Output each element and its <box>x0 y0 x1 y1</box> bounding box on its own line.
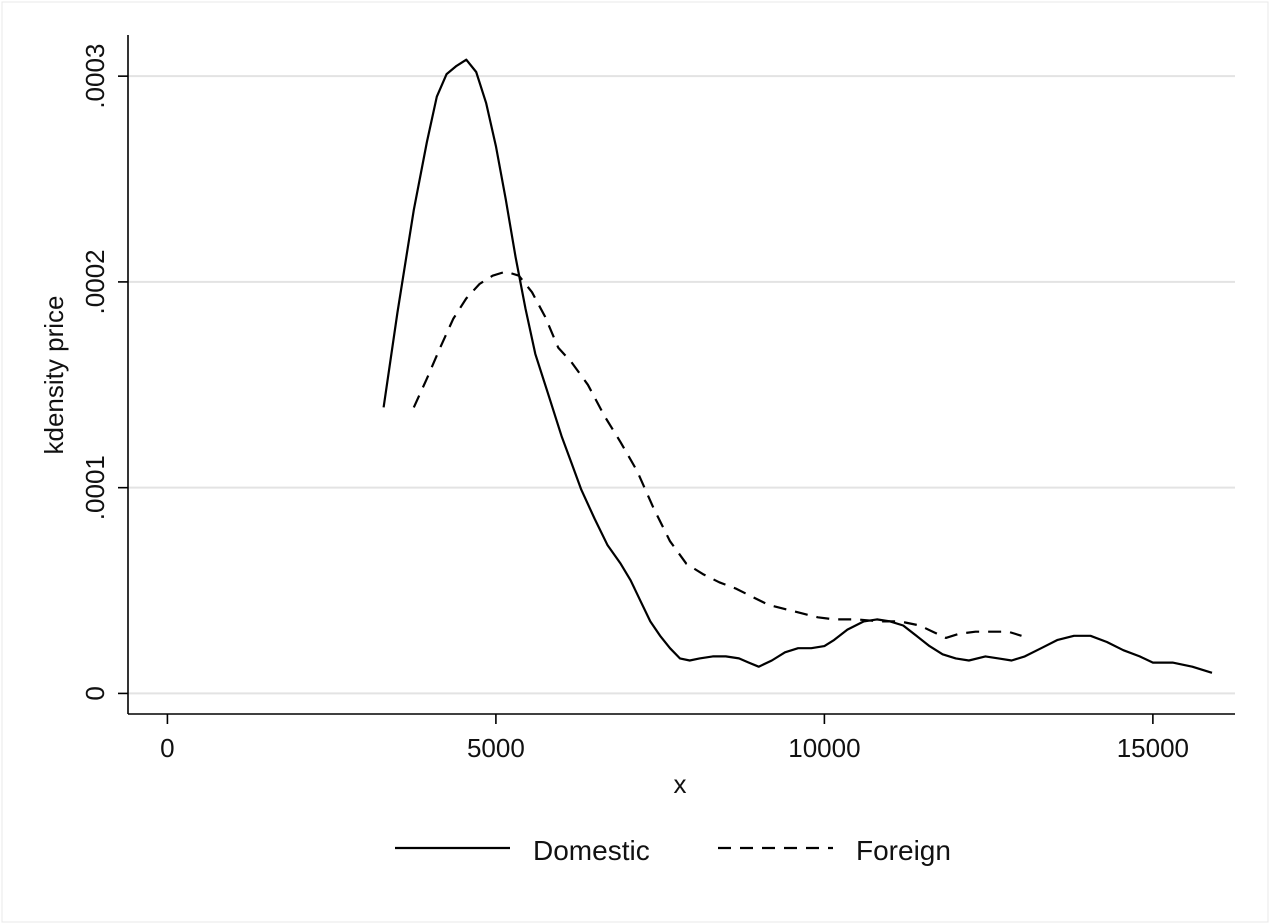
x-axis-ticks: 0 5000 10000 15000 <box>160 714 1189 763</box>
y-tick-label: 0 <box>80 686 110 700</box>
y-tick-label: .0001 <box>80 455 110 520</box>
x-tick-label: 15000 <box>1117 733 1189 763</box>
series-line-foreign <box>412 270 1022 639</box>
x-tick-label: 10000 <box>788 733 860 763</box>
axes <box>127 35 1235 715</box>
gridlines <box>128 75 1235 695</box>
x-tick-label: 5000 <box>467 733 525 763</box>
y-axis-title: kdensity price <box>39 296 69 455</box>
y-axis-ticks: 0 .0001 .0002 .0003 <box>80 44 128 701</box>
legend-label-domestic: Domestic <box>533 835 650 866</box>
x-axis-title: x <box>674 769 687 799</box>
y-tick-label: .0002 <box>80 249 110 314</box>
series-lines <box>382 58 1213 674</box>
legend-label-foreign: Foreign <box>856 835 951 866</box>
series-line-domestic <box>382 58 1213 674</box>
legend: Domestic Foreign <box>395 835 951 866</box>
y-tick-label: .0003 <box>80 44 110 109</box>
x-tick-label: 0 <box>160 733 174 763</box>
